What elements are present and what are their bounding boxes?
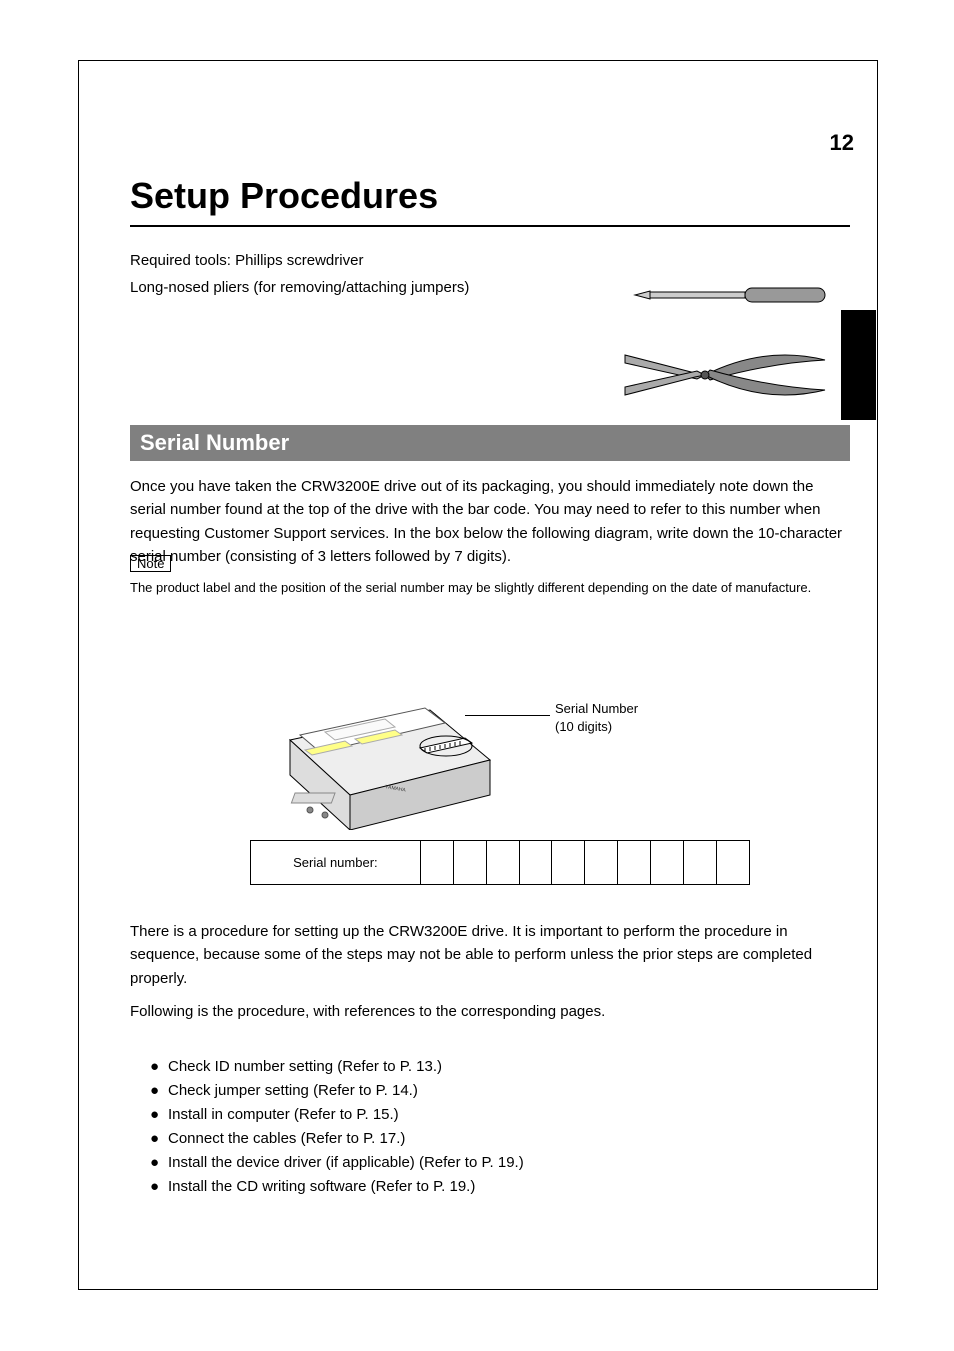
bullet-dot: ● <box>150 1103 168 1127</box>
screwdriver-icon <box>605 270 835 320</box>
note-text: The product label and the position of th… <box>130 580 850 595</box>
intro-item-1: Phillips screwdriver <box>235 252 363 269</box>
page-number: 12 <box>830 130 854 156</box>
serial-cell-7 <box>618 841 651 885</box>
serial-cell-3 <box>486 841 519 885</box>
section-heading-bar: Serial Number <box>130 425 850 461</box>
bullet-list: ●Check ID number setting (Refer to P. 13… <box>150 1055 850 1199</box>
serial-cell-1 <box>420 841 453 885</box>
serial-cell-5 <box>552 841 585 885</box>
pliers-icon <box>605 335 835 415</box>
bullet-6: Install the CD writing software (Refer t… <box>168 1175 475 1199</box>
intro-block: Required tools: Phillips screwdriver Lon… <box>130 250 560 303</box>
bullet-dot: ● <box>150 1079 168 1103</box>
serial-cell-8 <box>651 841 684 885</box>
intro-item-2: Long-nosed pliers (for removing/attachin… <box>130 279 469 296</box>
serial-cell-6 <box>585 841 618 885</box>
bullet-4: Connect the cables (Refer to P. 17.) <box>168 1127 405 1151</box>
paragraph-2: There is a procedure for setting up the … <box>130 920 850 990</box>
note-label: Note <box>130 555 171 572</box>
bullet-2: Check jumper setting (Refer to P. 14.) <box>168 1079 418 1103</box>
title-rule <box>130 225 850 227</box>
bullet-dot: ● <box>150 1151 168 1175</box>
intro-label: Required tools: <box>130 252 231 269</box>
serial-cell-10 <box>717 841 750 885</box>
serial-cell-4 <box>519 841 552 885</box>
serial-callout-sub: (10 digits) <box>555 718 638 736</box>
side-tab <box>841 310 876 420</box>
chapter-title: Setup Procedures <box>130 175 438 217</box>
serial-table-header: Serial number: <box>251 841 421 885</box>
serial-cell-2 <box>453 841 486 885</box>
paragraph-1: Once you have taken the CRW3200E drive o… <box>130 475 850 568</box>
callout-line <box>465 715 550 716</box>
serial-callout: Serial Number (10 digits) <box>555 700 638 736</box>
bullet-1: Check ID number setting (Refer to P. 13.… <box>168 1055 442 1079</box>
paragraph-3: Following is the procedure, with referen… <box>130 1000 850 1023</box>
bullet-dot: ● <box>150 1055 168 1079</box>
bullet-dot: ● <box>150 1175 168 1199</box>
serial-callout-label: Serial Number <box>555 700 638 718</box>
serial-cell-9 <box>684 841 717 885</box>
bullet-3: Install in computer (Refer to P. 15.) <box>168 1103 399 1127</box>
serial-number-table: Serial number: <box>250 840 750 885</box>
bullet-5: Install the device driver (if applicable… <box>168 1151 524 1175</box>
bullet-dot: ● <box>150 1127 168 1151</box>
drive-illustration: YAMAHA <box>280 610 500 830</box>
